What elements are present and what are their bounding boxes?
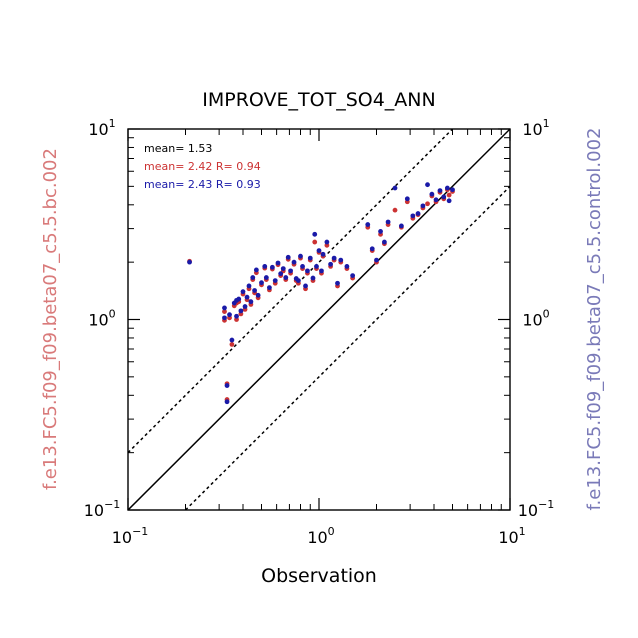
point-s0-60 [392,207,398,213]
point-s1-15 [246,283,252,289]
point-s1-39 [305,268,310,274]
point-s1-60 [392,185,398,191]
point-s1-51 [338,257,344,263]
point-s1-26 [272,278,278,284]
point-s1-1 [222,315,227,321]
point-s1-20 [255,292,261,298]
stats-line-1: mean= 2.42 R= 0.94 [144,160,261,173]
point-s1-48 [328,261,333,267]
chart-title: IMPROVE_TOT_SO4_ANN [202,89,435,111]
point-s1-56 [374,257,379,263]
point-s1-3 [224,383,230,388]
point-s1-38 [303,283,308,289]
point-s1-13 [242,304,248,309]
point-s0-42 [312,239,318,245]
point-s1-68 [433,197,439,203]
point-s1-18 [252,288,257,293]
stats-line-2: mean= 2.43 R= 0.93 [144,178,261,191]
y-axis-label-right: f.e13.FC5.f09_f09.beta07_c5.5.control.00… [584,128,605,511]
point-s1-58 [382,239,387,245]
point-s1-12 [240,289,246,295]
point-s1-25 [269,264,275,270]
x-axis-label: Observation [261,565,377,587]
point-s1-0 [187,259,192,265]
point-s1-16 [248,299,254,305]
point-s1-67 [429,191,435,197]
point-s1-72 [446,198,452,204]
point-s1-14 [244,294,250,300]
point-s1-43 [314,263,319,269]
point-s1-54 [365,222,371,227]
reference-lines [127,128,511,511]
data-points [187,182,455,405]
point-s1-22 [262,263,268,269]
point-s1-31 [285,254,291,260]
point-s1-52 [344,263,350,269]
point-s1-9 [234,313,239,319]
point-s1-6 [229,337,235,343]
point-s1-10 [236,296,242,302]
point-s1-71 [444,185,450,191]
y-axis-label-left: f.e13.FC5.f09_f09.beta07_c5.5.bc.002 [40,148,61,490]
point-s1-64 [415,211,421,216]
point-s1-40 [307,255,313,261]
point-s1-53 [350,273,356,278]
point-s1-17 [250,275,256,280]
point-s0-6 [229,342,235,347]
point-s1-33 [291,259,297,265]
point-s1-37 [300,263,305,269]
point-s1-70 [441,194,447,200]
point-s1-59 [385,219,391,225]
point-s1-11 [238,308,244,314]
point-s1-65 [420,203,426,209]
point-s1-21 [259,280,264,286]
point-s1-49 [331,255,337,261]
reference-line-1 [127,128,454,454]
point-s1-24 [267,285,272,291]
point-s1-45 [319,268,324,274]
point-s1-73 [450,187,455,193]
point-s1-23 [263,275,269,280]
point-s0-72 [446,192,452,198]
point-s1-57 [378,229,383,234]
stats-legend: mean= 1.53 mean= 2.42 R= 0.94 mean= 2.43 R… [144,142,261,191]
point-s1-35 [295,278,301,284]
point-s1-29 [280,266,286,272]
point-s1-55 [369,246,375,252]
point-s1-62 [404,196,410,202]
point-s1-4 [224,399,230,405]
point-s0-2 [222,309,227,315]
point-s1-32 [288,268,293,274]
point-s1-47 [324,239,330,245]
point-s1-69 [437,188,443,193]
reference-line-2 [184,185,511,511]
point-s1-50 [335,280,340,286]
point-s1-19 [253,267,259,273]
point-s1-28 [278,271,284,277]
point-s1-36 [298,253,303,259]
point-s1-61 [398,223,404,229]
point-s0-66 [425,201,430,207]
stats-line-0: mean= 1.53 [144,142,212,155]
point-s0-47 [324,242,330,248]
point-s1-42 [312,231,318,237]
point-s1-63 [410,213,416,219]
point-s1-46 [320,251,326,257]
point-s1-27 [275,260,281,266]
reference-line-0 [127,128,511,511]
point-s1-30 [283,275,289,280]
point-s1-44 [316,248,322,253]
point-s1-41 [310,275,316,281]
point-s1-5 [227,312,232,318]
point-s1-2 [222,305,227,311]
point-s1-66 [425,182,430,188]
